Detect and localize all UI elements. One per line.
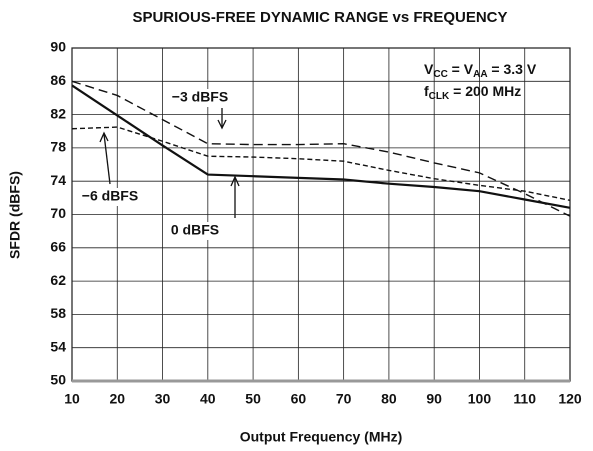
arrow-head (217, 119, 227, 130)
x-tick-label: 90 (426, 391, 442, 407)
condition-part: = 200 MHz (449, 83, 521, 99)
series-label: −6 dBFS (82, 188, 138, 204)
series-line (71, 80, 571, 217)
condition-part: f (424, 83, 429, 99)
subscript: CLK (429, 91, 450, 102)
y-tick-label: 70 (50, 205, 66, 221)
x-tick-label: 60 (291, 391, 307, 407)
y-tick-label: 50 (50, 372, 66, 388)
subscript: AA (473, 69, 487, 80)
x-tick-label: 50 (245, 391, 261, 407)
x-tick-label: 70 (336, 391, 352, 407)
subscript: CC (433, 69, 447, 80)
y-axis-label: SFDR (dBFS) (7, 171, 23, 259)
x-tick-label: 40 (200, 391, 216, 407)
condition-part: = V (448, 61, 474, 77)
y-tick-label: 74 (50, 172, 66, 188)
y-tick-label: 62 (50, 272, 66, 288)
y-tick-label: 54 (50, 338, 66, 354)
x-tick-label: 30 (155, 391, 171, 407)
x-tick-label: 20 (109, 391, 125, 407)
arrow (103, 133, 111, 185)
x-axis-label: Output Frequency (MHz) (240, 429, 403, 445)
y-tick-label: 66 (50, 239, 66, 255)
condition-part: = 3.3 V (488, 61, 537, 77)
label-bg (78, 188, 142, 206)
label-bg (168, 89, 232, 107)
arrow-head (230, 175, 240, 187)
series-line (71, 126, 571, 202)
x-tick-label: 110 (513, 391, 536, 407)
y-tick-label: 58 (50, 305, 66, 321)
x-tick-label: 10 (64, 391, 80, 407)
chart-title: SPURIOUS-FREE DYNAMIC RANGE vs FREQUENCY (132, 9, 507, 26)
x-tick-label: 100 (468, 391, 492, 407)
series-label: 0 dBFS (171, 222, 219, 238)
x-tick-label: 80 (381, 391, 397, 407)
condition-part: V (424, 61, 434, 77)
series-line (71, 84, 571, 209)
series-label: −3 dBFS (172, 89, 228, 105)
arrow-head (99, 131, 109, 143)
label-bg (167, 222, 223, 240)
y-tick-label: 78 (50, 139, 66, 155)
y-tick-label: 86 (50, 72, 66, 88)
condition-text: fCLK = 200 MHz (424, 83, 521, 102)
y-tick-label: 82 (50, 105, 66, 121)
condition-text: VCC = VAA = 3.3 V (424, 61, 537, 80)
x-tick-label: 120 (558, 391, 582, 407)
y-tick-label: 90 (50, 39, 66, 55)
